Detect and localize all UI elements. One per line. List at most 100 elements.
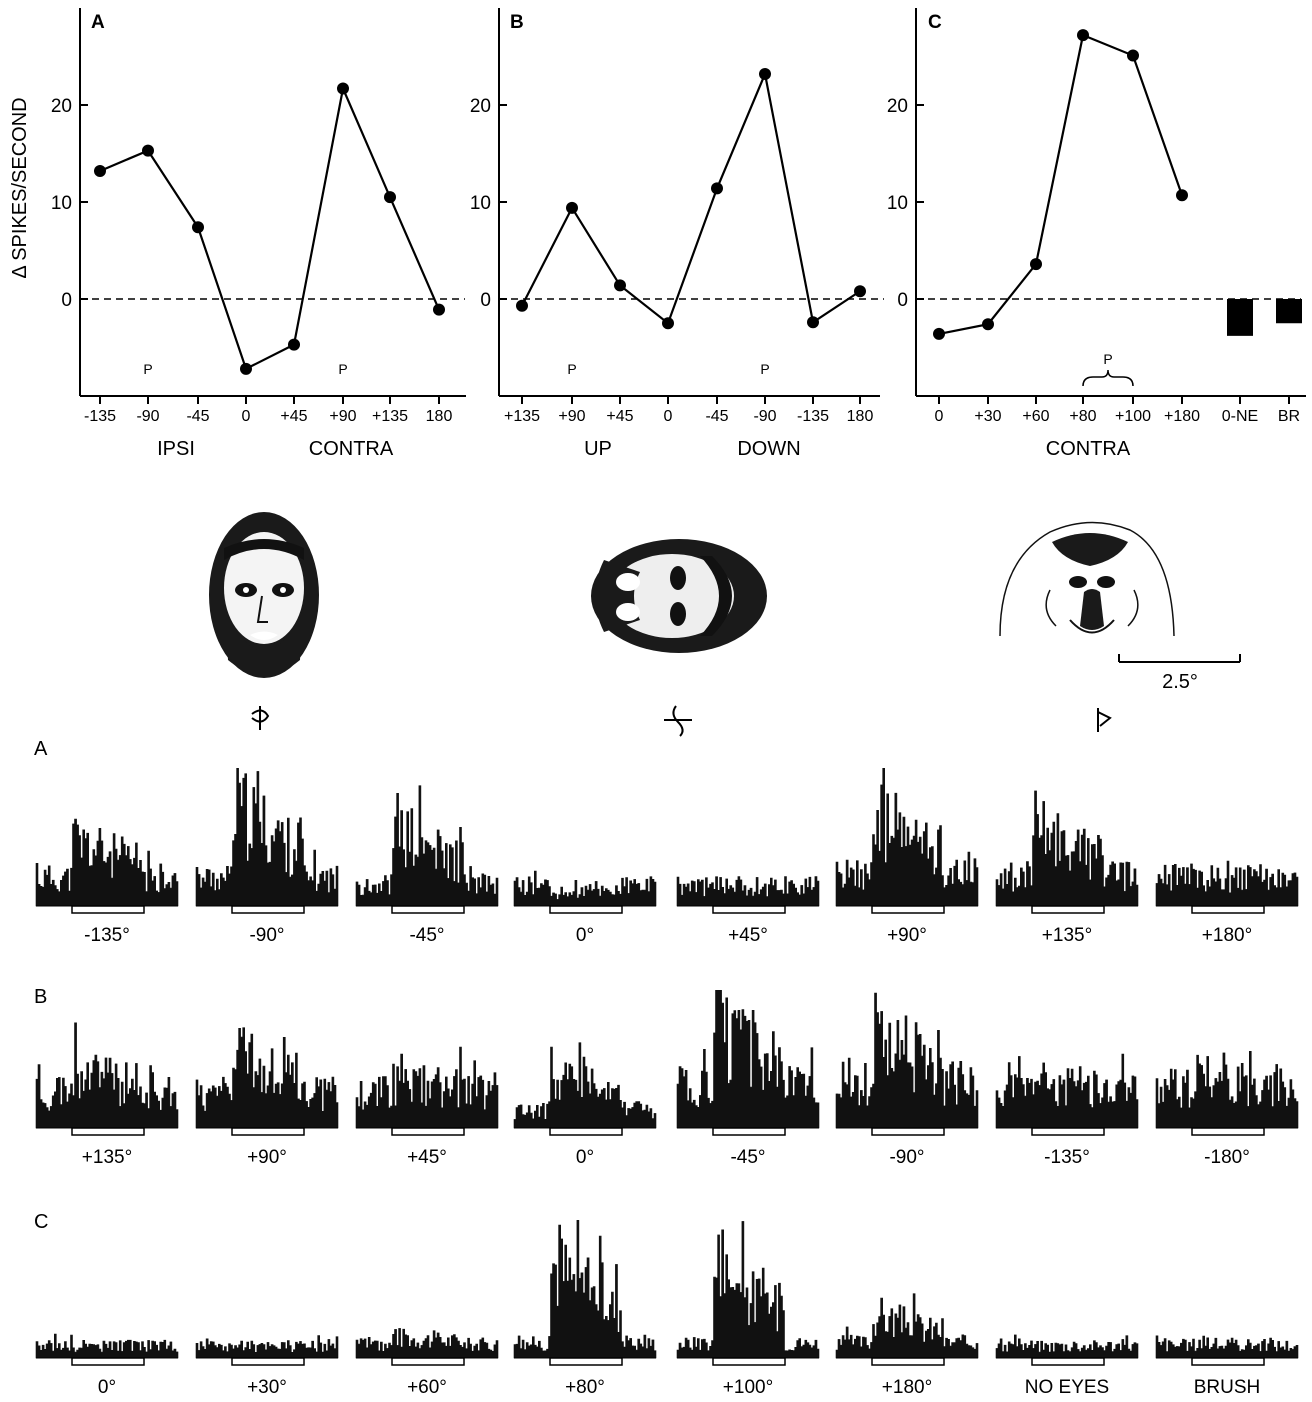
panel-b-ytick-label: 0 [480, 290, 491, 311]
panel-c-data-point [1176, 189, 1188, 202]
panel-b-data-point [614, 279, 626, 292]
histogram-label: -135° [84, 925, 130, 946]
panel-c-xtick-label: +30 [974, 408, 1001, 425]
panel-b-series-line [521, 70, 861, 326]
panel-a-series-line [99, 84, 441, 371]
histogram-bars [195, 768, 339, 907]
rotation-vertical-icon [664, 705, 692, 737]
panel-b-letter: B [510, 12, 524, 33]
panel-a-ytick-label: 10 [51, 193, 72, 214]
histogram-bars [355, 1046, 499, 1129]
panel-b-xtick-label: +90 [558, 408, 585, 425]
histogram-label: +60° [407, 1377, 447, 1398]
stimulus-bar [549, 1357, 623, 1366]
stimulus-bar [1191, 1127, 1265, 1136]
histogram-bars [676, 876, 820, 907]
stimulus-bar [71, 1127, 145, 1136]
panel-b-data-point [662, 317, 674, 330]
stimulus-bar [549, 905, 623, 914]
histogram-bars [355, 1328, 499, 1359]
histogram-label: +30° [247, 1377, 287, 1398]
histogram: +60° [355, 1328, 499, 1398]
histogram: NO EYES [995, 1334, 1139, 1398]
histogram-bars [195, 1335, 339, 1359]
histogram-bars [1155, 1335, 1299, 1359]
stimulus-bar [712, 905, 786, 914]
histogram-label: +45° [728, 925, 768, 946]
stimulus-bar [391, 905, 465, 914]
panel-b-data-point [711, 182, 723, 195]
panel-a-xtick-label: +90 [329, 408, 356, 425]
histogram-bars [513, 1042, 657, 1129]
histogram: -180° [1155, 1051, 1299, 1168]
histogram: -135° [35, 818, 179, 946]
panel-c-ytick-label: 10 [887, 193, 908, 214]
panel-a-xtick-label: 0 [242, 408, 251, 425]
panel-a-data-point [94, 164, 106, 177]
histogram-bars [513, 870, 657, 907]
panel-a-ytick-label: 20 [51, 96, 72, 117]
rotation-monkey-icon [1097, 708, 1112, 732]
panel-a-xtick-label: 180 [426, 408, 453, 425]
panel-a-ytick-label: 0 [61, 290, 72, 311]
panel-c-data-point [1127, 49, 1139, 62]
panel-c-xtick-label: BR [1278, 408, 1300, 425]
histogram-bars [835, 992, 979, 1129]
histogram-rows: -135° -90° -45° 0° +45° +90° +135° +180° +135° +9… [35, 768, 1299, 1398]
histogram-bars [1155, 860, 1299, 907]
panel-a-data-point [433, 303, 445, 316]
histogram: 0° [513, 870, 657, 946]
histogram: +135° [995, 790, 1139, 946]
hist-row-a-letter: A [34, 738, 48, 760]
stimulus-bar [1031, 905, 1105, 914]
panel-b-data-point [516, 299, 528, 312]
histogram-label: NO EYES [1025, 1377, 1109, 1398]
histogram-label: +135° [82, 1147, 132, 1168]
stimulus-bar [71, 1357, 145, 1366]
stimulus-bar [231, 1127, 305, 1136]
panel-c-xtick-label: 0 [935, 408, 944, 425]
histogram-bars [995, 1334, 1139, 1359]
panel-c-word-contra: CONTRA [1046, 438, 1131, 460]
histogram-label: +100° [723, 1377, 773, 1398]
histogram-label: -45° [730, 1147, 765, 1168]
human-face-rotated-drawing [591, 539, 767, 653]
histogram: +135° [35, 1022, 179, 1168]
panel-c-data-point [1030, 258, 1042, 271]
histogram: -135° [995, 1053, 1139, 1168]
histogram-bars [35, 1022, 179, 1129]
stimulus-bar [549, 1127, 623, 1136]
hist-row-b-letter: B [34, 986, 47, 1008]
histogram: -45° [676, 990, 820, 1168]
stimulus-bar [1191, 1357, 1265, 1366]
hist-row-c-letter: C [34, 1211, 48, 1233]
histogram-label: +45° [407, 1147, 447, 1168]
panel-b-xtick-label: -90 [753, 408, 776, 425]
panel-b-data-point [759, 67, 771, 80]
histogram-bars [355, 785, 499, 907]
panel-b-xtick-label: -45 [705, 408, 728, 425]
histogram: +180° [835, 1293, 979, 1398]
panel-b: B 20 10 0 +135 +90 +45 0 -45 -90 -135 180 P P UP DO… [470, 8, 884, 460]
panel-b-data-point [854, 285, 866, 298]
panel-c-ytick-label: 20 [887, 96, 908, 117]
panel-c-data-point [933, 327, 945, 340]
histogram-bars [676, 990, 820, 1129]
stimulus-bar [231, 905, 305, 914]
panel-b-preferred-marker: P [760, 361, 769, 377]
panel-a-word-contra: CONTRA [309, 438, 394, 460]
panel-a-data-point [142, 144, 154, 157]
panel-c-bar [1276, 299, 1302, 324]
histogram: BRUSH [1155, 1335, 1299, 1398]
histogram-label: +180° [1202, 925, 1252, 946]
histogram: +80° [513, 1220, 657, 1398]
panel-a-letter: A [91, 12, 105, 33]
histogram-label: +90° [247, 1147, 287, 1168]
stimulus-bar [871, 1127, 945, 1136]
stimulus-bar [1191, 905, 1265, 914]
histogram-label: -45° [409, 925, 444, 946]
panel-c-preferred-brace [1082, 369, 1134, 387]
panel-c-xtick-label: +60 [1022, 408, 1049, 425]
panel-c-data-point [982, 318, 994, 331]
panel-b-ytick-label: 10 [470, 193, 491, 214]
